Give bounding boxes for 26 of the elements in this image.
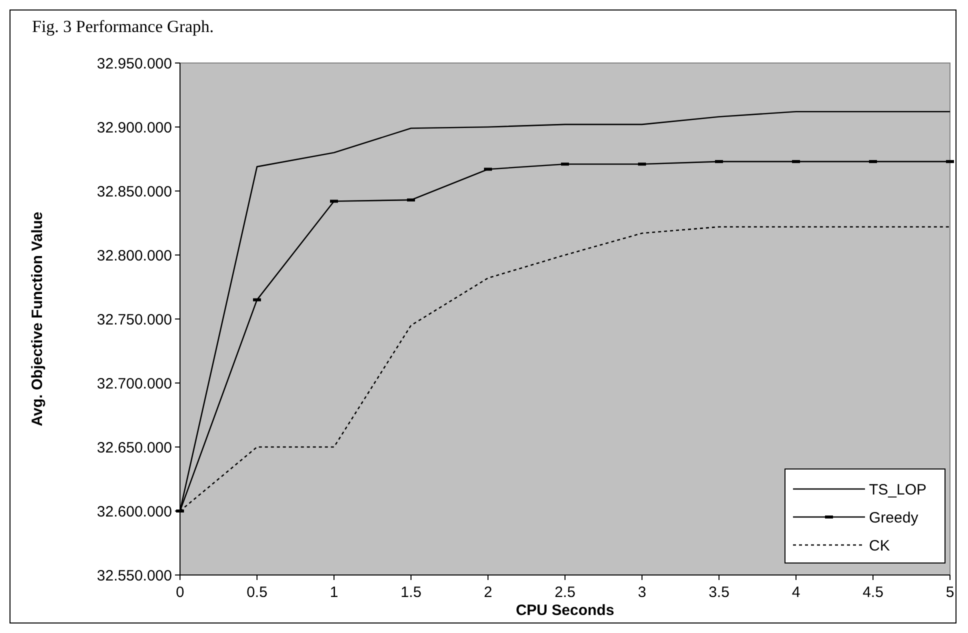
- legend-label: Greedy: [869, 509, 919, 526]
- legend-label: CK: [869, 537, 890, 554]
- x-tick-label: 1.5: [400, 584, 422, 601]
- y-tick-label: 32.600.000: [96, 503, 172, 520]
- y-tick-label: 32.700.000: [96, 375, 172, 392]
- x-tick-label: 1: [330, 584, 338, 601]
- x-tick-label: 2.5: [554, 584, 576, 601]
- x-tick-label: 3.5: [708, 584, 730, 601]
- x-tick-label: 5: [946, 584, 954, 601]
- y-tick-label: 32.900.000: [96, 119, 172, 136]
- x-tick-label: 4: [792, 584, 800, 601]
- y-tick-label: 32.550.000: [96, 567, 172, 584]
- x-tick-label: 0.5: [246, 584, 268, 601]
- y-tick-label: 32.650.000: [96, 439, 172, 456]
- x-tick-label: 4.5: [862, 584, 884, 601]
- y-tick-label: 32.950.000: [96, 55, 172, 72]
- x-tick-label: 0: [176, 584, 184, 601]
- x-axis-title: CPU Seconds: [516, 602, 614, 619]
- chart-title: Fig. 3 Performance Graph.: [32, 17, 214, 36]
- y-tick-label: 32.850.000: [96, 183, 172, 200]
- x-tick-label: 2: [484, 584, 492, 601]
- y-axis-title: Avg. Objective Function Value: [29, 212, 46, 426]
- x-tick-label: 3: [638, 584, 646, 601]
- legend-label: TS_LOP: [869, 481, 927, 498]
- y-tick-label: 32.800.000: [96, 247, 172, 264]
- y-tick-label: 32.750.000: [96, 311, 172, 328]
